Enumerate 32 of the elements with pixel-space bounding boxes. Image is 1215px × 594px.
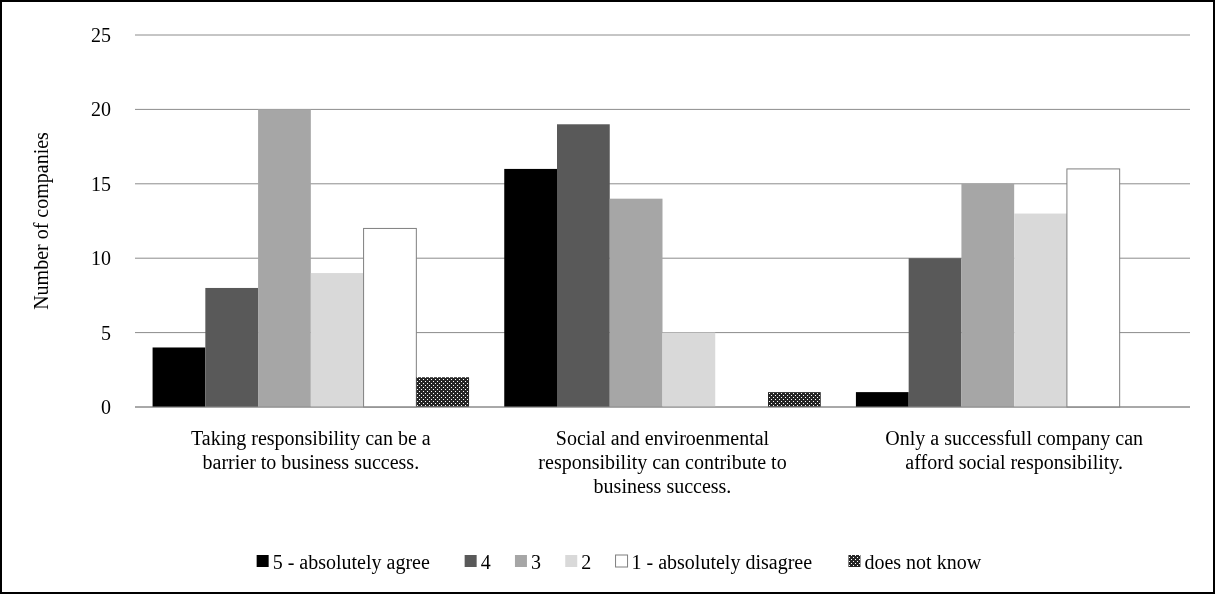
legend-label: 4 — [480, 551, 491, 573]
bar — [1066, 168, 1121, 408]
bar — [768, 392, 821, 407]
y-tick-label: 20 — [91, 98, 111, 121]
y-tick-label: 5 — [101, 321, 111, 344]
bar — [662, 332, 716, 407]
bar — [609, 198, 663, 407]
bar — [1014, 213, 1067, 407]
bar — [363, 227, 417, 408]
bar — [258, 109, 311, 407]
y-tick-label: 0 — [101, 396, 111, 418]
bar — [416, 377, 470, 407]
legend-label: 1 - absolutely disagree — [631, 551, 813, 574]
bar — [205, 287, 259, 407]
bar — [961, 183, 1015, 407]
y-tick-label: 10 — [91, 247, 111, 270]
x-tick-label: Social and enviroenmental responsibility can contribute to business success. — [538, 427, 787, 497]
y-tick-label: 25 — [91, 24, 111, 46]
y-tick-label: 15 — [91, 172, 111, 195]
legend-label: 3 — [530, 551, 541, 573]
bar — [908, 258, 962, 407]
legend-label: 2 — [581, 551, 592, 573]
bar — [557, 124, 610, 407]
x-tick-label: Taking responsibility can be a barrier to business success. — [191, 427, 431, 473]
y-axis-title: Number of companies — [30, 131, 53, 310]
legend-label: 5 - absolutely agree — [272, 551, 430, 574]
bar — [504, 168, 557, 407]
bar — [152, 347, 206, 407]
legend-label: does not know — [864, 551, 982, 573]
bar — [310, 273, 364, 407]
bar — [855, 392, 909, 407]
x-tick-label: Only a successfull company can afford social responsibility. — [885, 427, 1144, 474]
